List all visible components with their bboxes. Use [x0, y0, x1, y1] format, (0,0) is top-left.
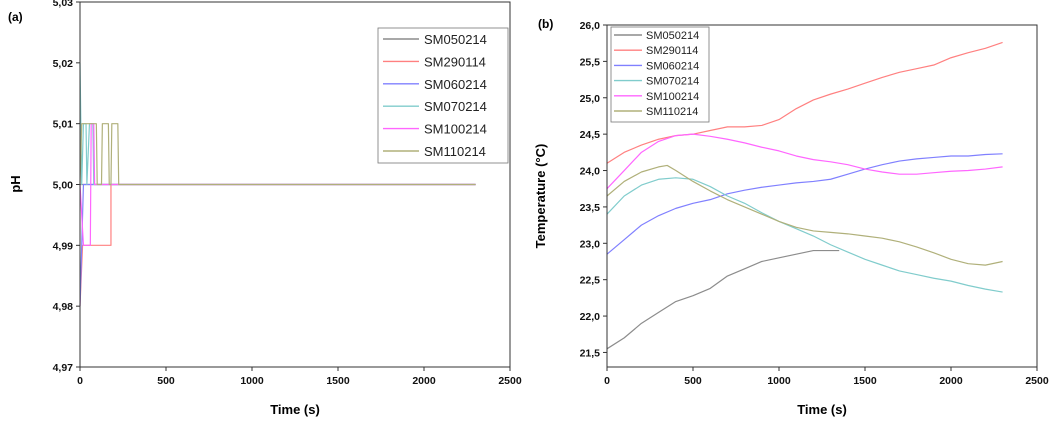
x-tick-label: 2000 [412, 375, 436, 387]
y-tick-label: 24,0 [580, 166, 601, 178]
x-tick-label: 2500 [498, 375, 522, 387]
x-tick-label: 500 [684, 375, 702, 387]
series-line-sm290114 [79, 183, 476, 307]
y-tick-label: 4,99 [53, 240, 74, 252]
x-tick-label: 1000 [240, 375, 264, 387]
y-tick-label: 26,0 [580, 20, 601, 32]
panel-b: (b) 0 500 1000 1500 2000 2500 21,5 22,0 22,5 23,0… [533, 17, 1049, 417]
y-tick-label: 22,5 [580, 275, 601, 287]
y-tick-label: 25,0 [580, 93, 601, 105]
x-tick-label: 1500 [326, 375, 350, 387]
panel-a-series [79, 62, 476, 307]
x-tick-label: 1500 [853, 375, 877, 387]
series-line-sm060214 [79, 183, 476, 307]
legend-label: SM100214 [424, 122, 487, 137]
panel-a-legend: SM050214 SM290114 SM060214 SM070214 SM100214… [377, 27, 509, 164]
panel-b-legend-box [610, 26, 710, 123]
panel-a-legend-box [377, 27, 509, 164]
series-line-sm070214 [79, 62, 476, 186]
y-tick-label: 22,0 [580, 311, 601, 323]
y-tick-label: 24,5 [580, 129, 601, 141]
legend-label: SM110214 [646, 106, 698, 118]
y-tick-label: 5,02 [53, 58, 74, 70]
x-tick-label: 1000 [767, 375, 791, 387]
panel-b-label: (b) [538, 17, 553, 31]
legend-label: SM070214 [646, 76, 699, 88]
series-line-sm050214 [606, 249, 840, 350]
legend-label: SM060214 [646, 60, 699, 72]
y-tick-label: 4,97 [53, 362, 74, 374]
panel-b-legend: SM050214 SM290114 SM060214 SM070214 SM100214… [610, 26, 710, 123]
x-tick-label: 0 [77, 375, 83, 387]
x-tick-label: 500 [157, 375, 175, 387]
y-tick-label: 5,03 [53, 0, 74, 9]
legend-label: SM110214 [424, 144, 486, 159]
y-tick-label: 23,0 [580, 238, 601, 250]
series-line-sm110214 [606, 164, 1003, 266]
panel-a-ticks: 0 500 1000 1500 2000 2500 4,97 4,98 4,99 5,00 5,01… [53, 0, 522, 387]
y-tick-label: 25,5 [580, 56, 601, 68]
y-tick-label: 5,01 [53, 119, 74, 131]
y-tick-label: 4,98 [53, 301, 74, 313]
legend-label: SM070214 [424, 99, 487, 114]
panel-a: (a) 0 500 1000 1500 2000 2500 4,97 4,98 4,99 5,00… [8, 0, 522, 417]
panel-a-plot-frame [79, 1, 511, 368]
panel-b-ticks: 0 500 1000 1500 2000 2500 21,5 22,0 22,5 23,0 23,5… [580, 20, 1049, 387]
y-tick-label: 23,5 [580, 202, 601, 214]
legend-label: SM050214 [424, 32, 487, 47]
series-line-sm110214 [79, 123, 476, 186]
series-line-sm060214 [606, 153, 1003, 255]
y-tick-label: 5,00 [53, 180, 74, 192]
panel-a-label: (a) [8, 10, 23, 24]
panel-b-y-axis-label: Temperature (°C) [533, 144, 548, 249]
legend-label: SM060214 [424, 77, 487, 92]
x-tick-label: 2000 [939, 375, 963, 387]
x-tick-label: 0 [604, 375, 610, 387]
legend-label: SM100214 [646, 91, 699, 103]
panel-b-x-axis-label: Time (s) [797, 402, 847, 417]
series-line-sm100214 [606, 133, 1003, 190]
legend-label: SM050214 [646, 30, 699, 42]
panel-a-y-axis-label: pH [8, 175, 23, 192]
panel-b-series [606, 41, 1003, 350]
y-tick-label: 21,5 [580, 347, 601, 359]
panel-b-plot-frame [606, 24, 1038, 368]
x-tick-label: 2500 [1025, 375, 1049, 387]
series-line-sm070214 [606, 177, 1003, 293]
legend-label: SM290114 [424, 54, 486, 69]
legend-label: SM290114 [646, 45, 698, 57]
panel-a-x-axis-label: Time (s) [270, 402, 320, 417]
